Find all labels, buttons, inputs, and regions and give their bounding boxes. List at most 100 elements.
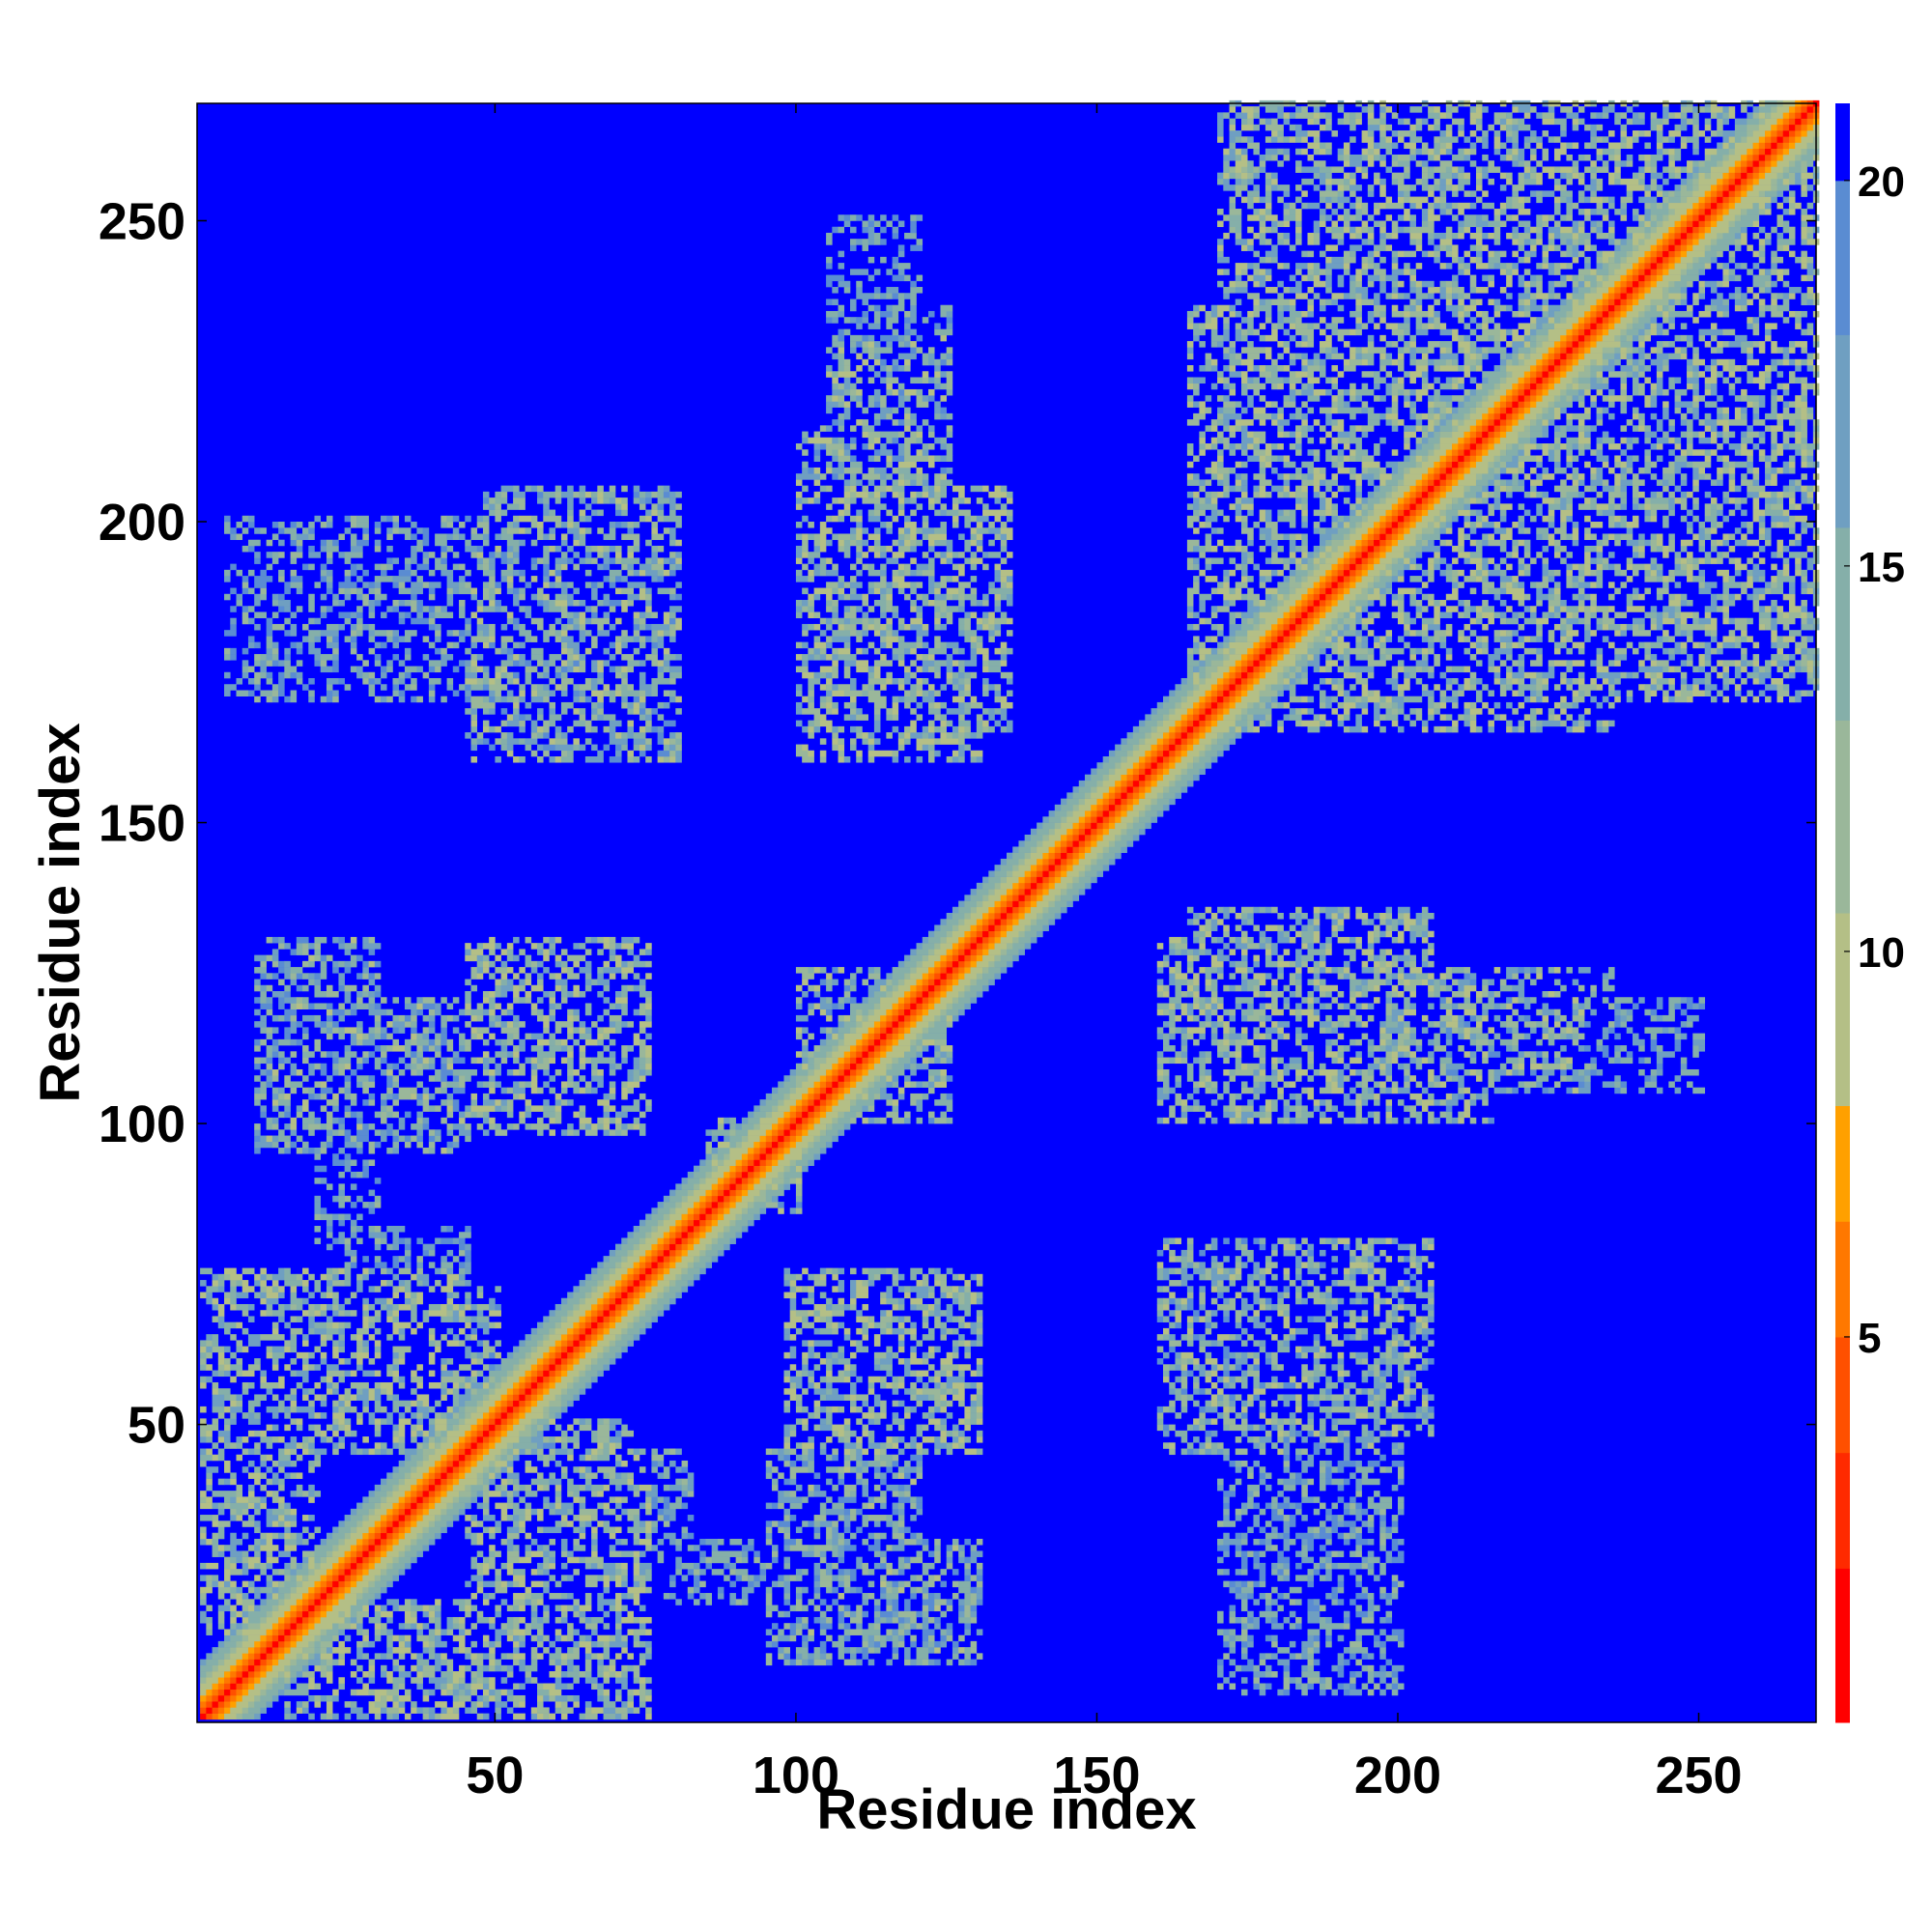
heatmap-cell-run xyxy=(591,1310,598,1317)
heatmap-cell-run xyxy=(398,1430,406,1437)
heatmap-cell-run xyxy=(278,1569,285,1576)
heatmap-cell-run xyxy=(236,1303,249,1311)
heatmap-cell-run xyxy=(308,1713,315,1720)
heatmap-cell-run xyxy=(476,1286,484,1293)
heatmap-cell-run xyxy=(964,1575,971,1581)
heatmap-cell-run xyxy=(476,1694,484,1702)
heatmap-cell-run xyxy=(446,1460,454,1467)
heatmap-cell-run xyxy=(356,1412,363,1419)
heatmap-cell-run xyxy=(813,1659,827,1666)
heatmap-cell-run xyxy=(621,1472,628,1479)
heatmap-cell-run xyxy=(964,1351,971,1359)
heatmap-cell-run xyxy=(519,1376,526,1383)
heatmap-cell-run xyxy=(597,1370,604,1378)
heatmap-cell-run xyxy=(1235,1394,1242,1401)
heatmap-cell-run xyxy=(404,1448,417,1456)
heatmap-cell-run xyxy=(308,1640,315,1648)
heatmap-cell-run xyxy=(843,1484,857,1492)
heatmap-cell-run xyxy=(778,1454,784,1462)
heatmap-cell-run xyxy=(242,1569,249,1576)
heatmap-cell-run xyxy=(681,1478,689,1486)
heatmap-cell-run xyxy=(519,1664,526,1672)
heatmap-cell-run xyxy=(242,1616,249,1624)
heatmap-cell-run xyxy=(729,1593,736,1600)
heatmap-cell-run xyxy=(500,1580,508,1588)
heatmap-cell-run xyxy=(489,1653,496,1660)
heatmap-cell-run xyxy=(850,1575,857,1581)
heatmap-cell-run xyxy=(440,1454,447,1462)
heatmap-cell-run xyxy=(1223,1580,1230,1588)
heatmap-cell-run xyxy=(639,1683,646,1690)
heatmap-cell-run xyxy=(476,1569,484,1576)
heatmap-cell-run xyxy=(1253,1562,1260,1570)
heatmap-cell-run xyxy=(597,1430,611,1437)
heatmap-cell-run xyxy=(892,1605,899,1612)
heatmap-cell-run xyxy=(476,1502,484,1510)
heatmap-cell-run xyxy=(368,1616,382,1624)
heatmap-cell-run xyxy=(862,1634,868,1642)
heatmap-cell-run xyxy=(1355,1436,1375,1443)
heatmap-cell-run xyxy=(783,1593,790,1600)
heatmap-cell-run xyxy=(530,1616,538,1624)
heatmap-cell-run xyxy=(500,1562,508,1570)
heatmap-cell-run xyxy=(326,1677,333,1684)
heatmap-cell-run xyxy=(260,1599,267,1605)
heatmap-cell-run xyxy=(1264,1351,1272,1359)
heatmap-cell-run xyxy=(958,1292,965,1299)
heatmap-cell-run xyxy=(1391,1689,1399,1696)
heatmap-cell-run xyxy=(609,1664,616,1672)
heatmap-cell-run xyxy=(452,1478,460,1486)
heatmap-cell-run xyxy=(1169,1340,1181,1347)
heatmap-cell-run xyxy=(537,1634,544,1642)
heatmap-cell-run xyxy=(560,1520,568,1527)
heatmap-cell-run xyxy=(362,1629,369,1635)
heatmap-cell-run xyxy=(597,1321,604,1329)
heatmap-cell-run xyxy=(1175,1394,1181,1401)
heatmap-cell-run xyxy=(230,1280,237,1287)
heatmap-cell-run xyxy=(440,1629,447,1635)
heatmap-cell-run xyxy=(314,1593,322,1600)
heatmap-cell-run xyxy=(843,1430,851,1437)
heatmap-cell-run xyxy=(1307,1634,1315,1642)
heatmap-cell-run xyxy=(765,1605,779,1612)
heatmap-cell-run xyxy=(1186,1286,1194,1293)
heatmap-cell-run xyxy=(332,1310,339,1317)
heatmap-cell-run xyxy=(362,1575,376,1581)
heatmap-cell-run xyxy=(435,1532,441,1540)
heatmap-cell-run xyxy=(260,1671,267,1678)
heatmap-cell-run xyxy=(1397,1442,1405,1449)
heatmap-cell-run xyxy=(970,1586,978,1594)
heatmap-cell-run xyxy=(1193,1388,1200,1395)
heatmap-cell-run xyxy=(1217,1556,1224,1564)
heatmap-cell-run xyxy=(465,1580,471,1588)
heatmap-cell-run xyxy=(212,1671,225,1678)
heatmap-cell-run xyxy=(506,1671,514,1678)
heatmap-cell-run xyxy=(1391,1580,1399,1588)
heatmap-cell-run xyxy=(537,1376,544,1383)
heatmap-cell-run xyxy=(386,1713,393,1720)
heatmap-cell-run xyxy=(212,1701,219,1708)
heatmap-cell-run xyxy=(1404,1370,1410,1378)
heatmap-cell-run xyxy=(904,1580,911,1588)
heatmap-cell-run xyxy=(554,1677,562,1684)
heatmap-cell-run xyxy=(284,1406,291,1413)
heatmap-cell-run xyxy=(873,1334,881,1341)
heatmap-cell-run xyxy=(525,1677,532,1684)
heatmap-cell-run xyxy=(513,1616,520,1624)
heatmap-cell-run xyxy=(765,1538,773,1546)
heatmap-cell-run xyxy=(525,1400,532,1407)
heatmap-cell-run xyxy=(579,1610,586,1618)
heatmap-cell-run xyxy=(254,1508,261,1516)
heatmap-cell-run xyxy=(1295,1406,1302,1413)
heatmap-cell-run xyxy=(344,1520,357,1527)
heatmap-cell-run xyxy=(1235,1358,1248,1365)
heatmap-cell-run xyxy=(206,1496,213,1503)
heatmap-cell-run xyxy=(573,1491,580,1497)
heatmap-cell-run xyxy=(374,1381,382,1389)
heatmap-cell-run xyxy=(428,1442,436,1449)
heatmap-cell-run xyxy=(1355,1491,1362,1497)
heatmap-cell-run xyxy=(217,1412,225,1419)
heatmap-cell-run xyxy=(452,1424,460,1432)
heatmap-cell-run xyxy=(1199,1406,1206,1413)
heatmap-cell-run xyxy=(964,1340,971,1347)
